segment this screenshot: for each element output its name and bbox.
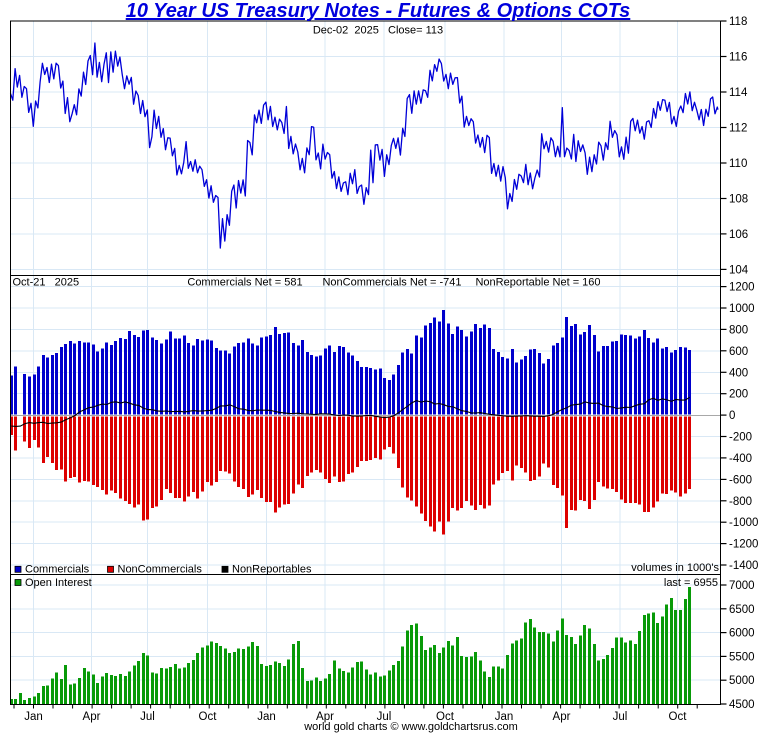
svg-text:200: 200: [729, 389, 748, 401]
svg-text:-200: -200: [729, 432, 752, 444]
svg-text:106: 106: [729, 229, 748, 241]
svg-text:104: 104: [729, 264, 749, 276]
svg-text:NonReportable Net = 160: NonReportable Net = 160: [475, 277, 600, 289]
svg-text:0: 0: [729, 410, 735, 422]
svg-text:Apr: Apr: [316, 711, 334, 723]
svg-text:-1400: -1400: [729, 560, 758, 572]
svg-text:Oct: Oct: [199, 711, 218, 723]
svg-text:-800: -800: [729, 496, 752, 508]
svg-text:1000: 1000: [729, 303, 755, 315]
svg-text:Jan: Jan: [24, 711, 43, 723]
svg-text:108: 108: [729, 194, 748, 206]
svg-text:7000: 7000: [729, 580, 755, 592]
svg-text:Jul: Jul: [377, 711, 392, 723]
svg-text:5000: 5000: [729, 675, 755, 687]
svg-text:Jul: Jul: [140, 711, 155, 723]
svg-text:5500: 5500: [729, 651, 755, 663]
svg-text:10 Year US Treasury Notes - Fu: 10 Year US Treasury Notes - Futures & Op…: [126, 0, 631, 22]
svg-text:-1000: -1000: [729, 517, 758, 529]
svg-text:600: 600: [729, 346, 748, 358]
svg-text:-1200: -1200: [729, 539, 758, 551]
svg-text:Oct-21 2025: Oct-21 2025: [13, 277, 80, 289]
svg-text:Apr: Apr: [83, 711, 101, 723]
svg-text:6000: 6000: [729, 628, 755, 640]
svg-text:114: 114: [729, 87, 748, 99]
svg-text:volumes in 1000's: volumes in 1000's: [631, 562, 719, 574]
svg-text:Jul: Jul: [613, 711, 628, 723]
svg-text:Jan: Jan: [257, 711, 276, 723]
svg-text:116: 116: [729, 52, 747, 64]
svg-text:NonCommercials Net = -741: NonCommercials Net = -741: [322, 277, 461, 289]
svg-text:world gold charts © www.goldch: world gold charts © www.goldchartsrus.co…: [303, 721, 518, 733]
svg-text:Commercials Net = 581: Commercials Net = 581: [187, 277, 302, 289]
svg-text:Dec-02 2025 Close= 113: Dec-02 2025 Close= 113: [313, 25, 443, 37]
svg-text:Commercials: Commercials: [25, 564, 90, 576]
svg-text:4500: 4500: [729, 699, 755, 711]
svg-text:NonCommercials: NonCommercials: [118, 564, 203, 576]
svg-text:400: 400: [729, 367, 748, 379]
svg-text:NonReportables: NonReportables: [232, 564, 312, 576]
svg-text:-600: -600: [729, 474, 752, 486]
svg-text:800: 800: [729, 324, 748, 336]
svg-text:110: 110: [729, 158, 747, 170]
svg-text:Oct: Oct: [669, 711, 688, 723]
svg-text:112: 112: [729, 123, 747, 135]
svg-text:last = 6955: last = 6955: [664, 577, 718, 589]
svg-text:Jan: Jan: [495, 711, 514, 723]
svg-text:118: 118: [729, 16, 747, 28]
svg-text:6500: 6500: [729, 604, 755, 616]
svg-text:1200: 1200: [729, 282, 755, 294]
svg-text:Oct: Oct: [436, 711, 455, 723]
svg-text:Apr: Apr: [553, 711, 571, 723]
svg-text:-400: -400: [729, 453, 752, 465]
svg-text:Open Interest: Open Interest: [25, 577, 92, 589]
